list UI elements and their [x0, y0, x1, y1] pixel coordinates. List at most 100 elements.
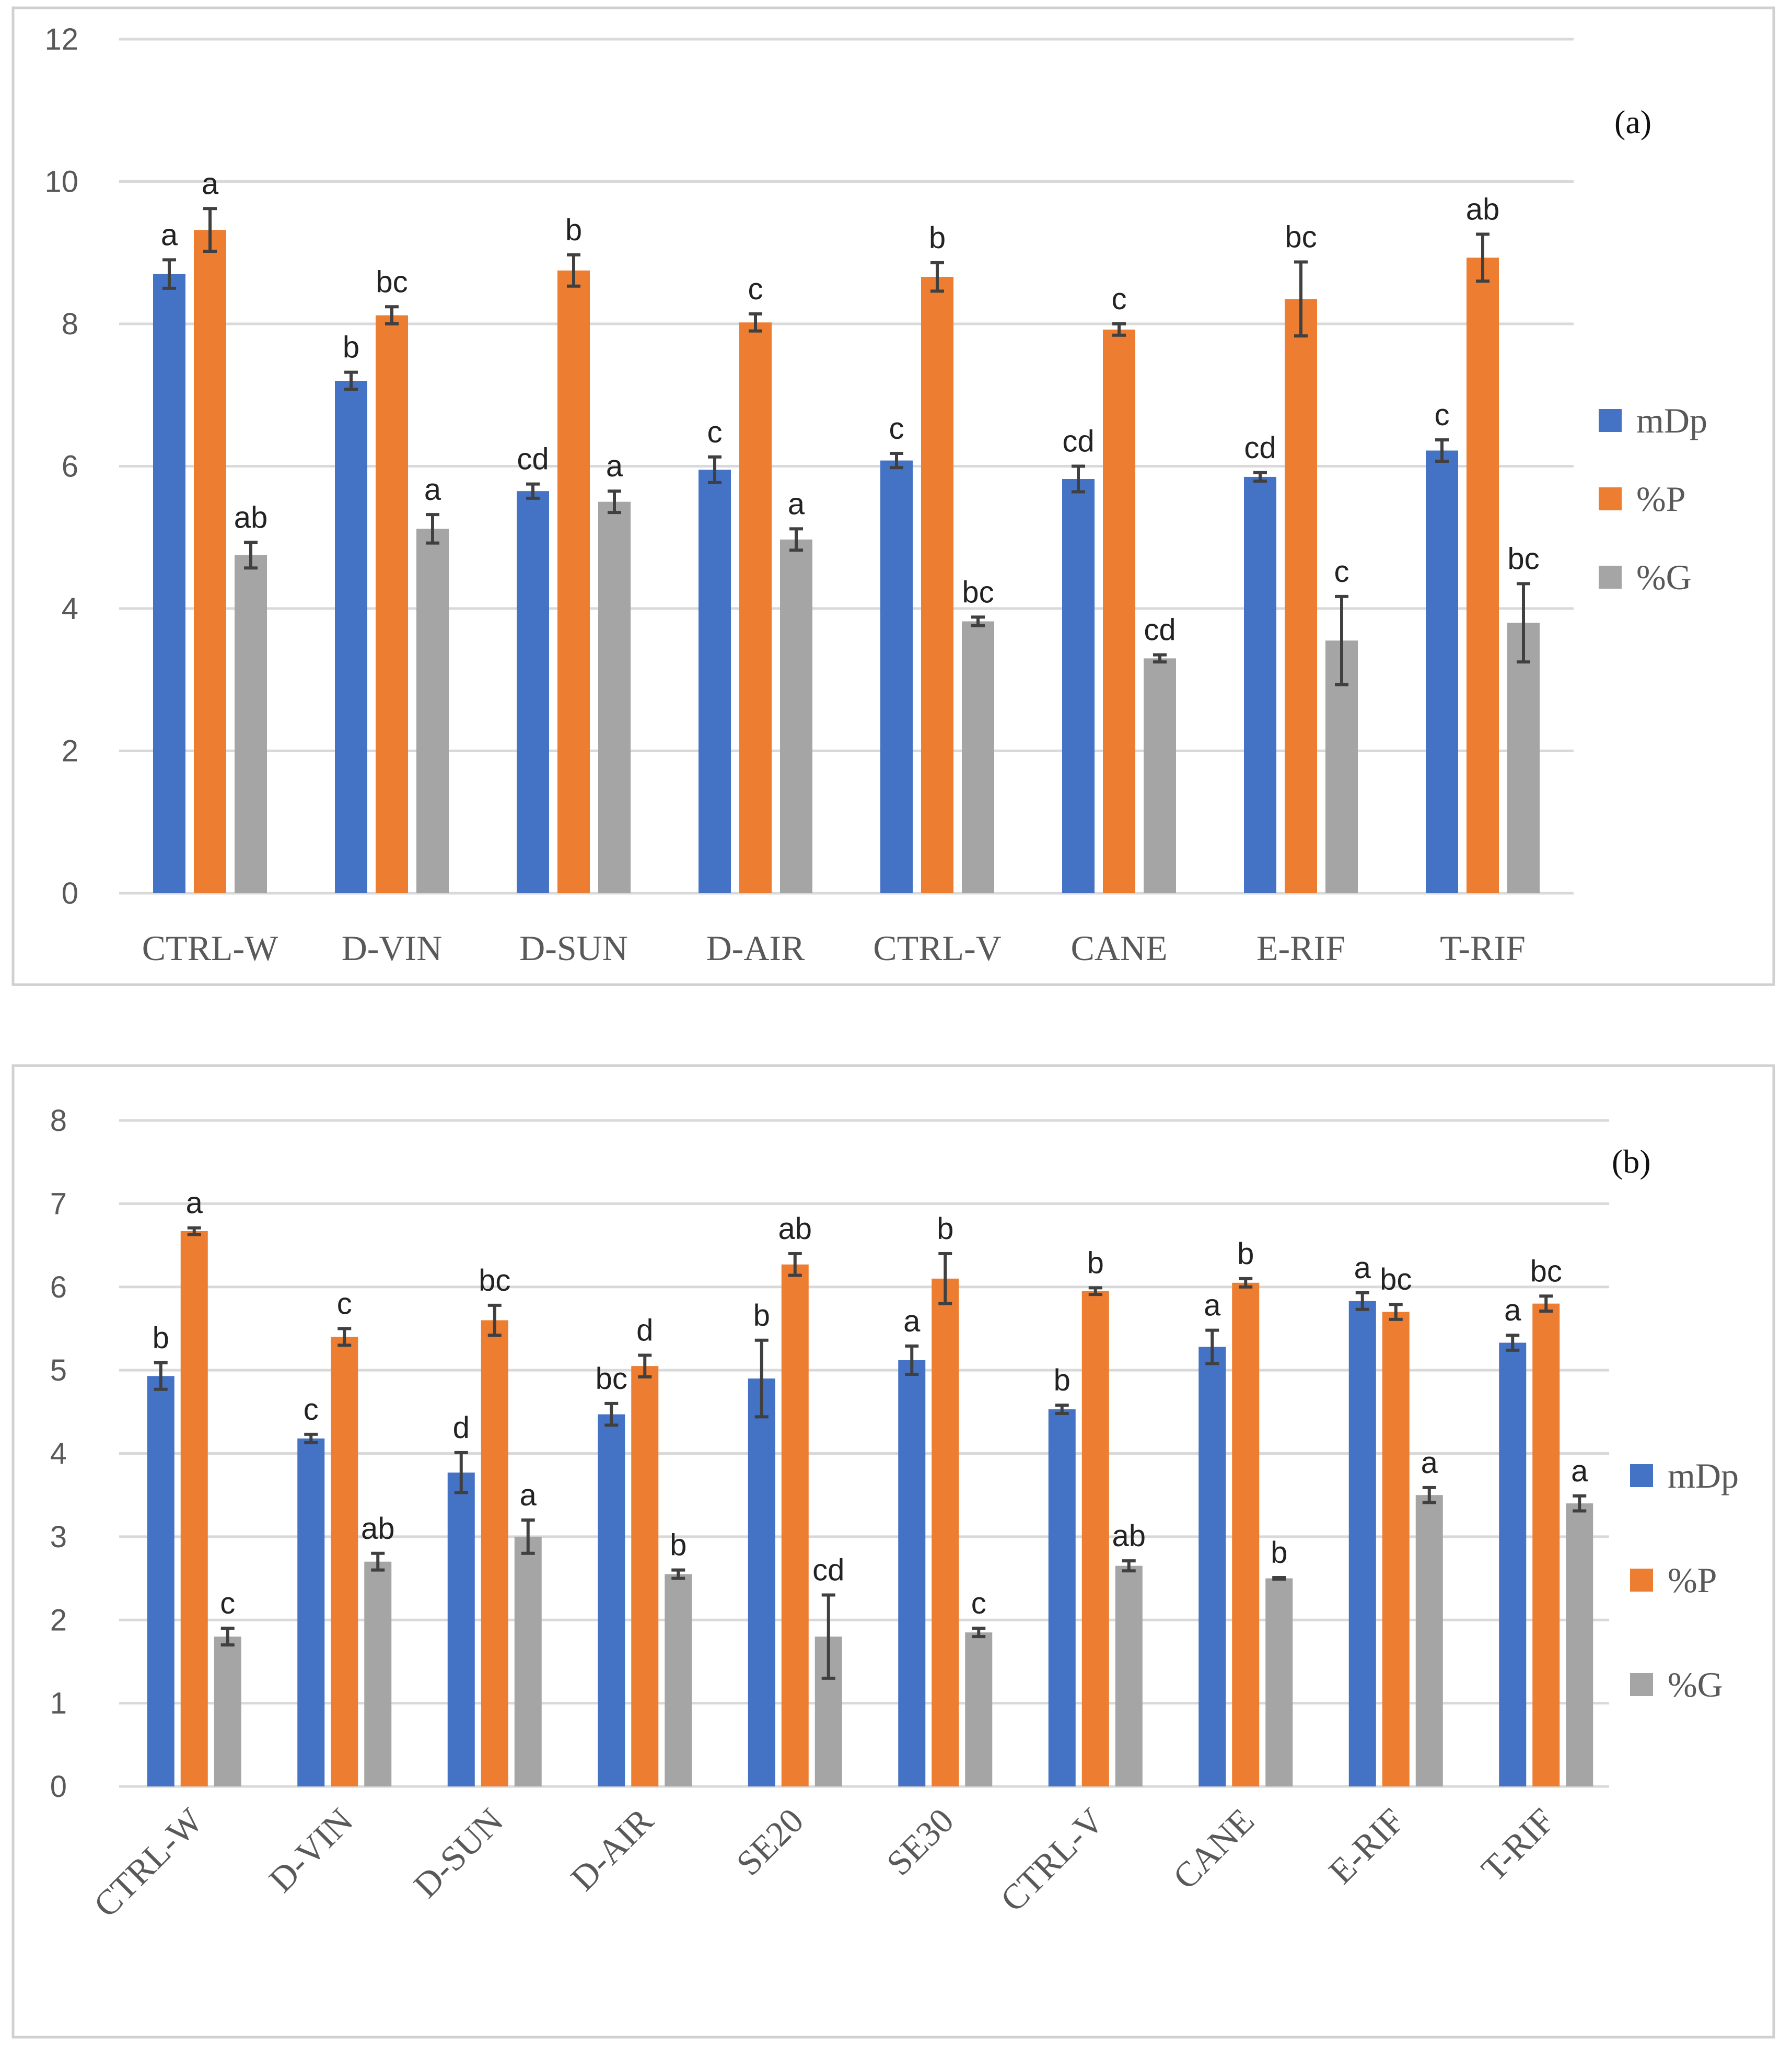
x-category-label: CTRL-W: [142, 928, 278, 968]
significance-letter: b: [1087, 1246, 1104, 1280]
significance-letter: a: [520, 1478, 537, 1512]
significance-letter: c: [748, 272, 763, 306]
legend-label: %G: [1668, 1665, 1723, 1704]
y-tick-label: 8: [62, 307, 78, 341]
bar-pct-G-d-vin: [364, 1561, 392, 1786]
y-tick-label: 10: [44, 165, 78, 199]
significance-letter: bc: [962, 575, 994, 609]
bar-mDp-se30: [898, 1360, 926, 1786]
significance-letter: d: [453, 1411, 470, 1445]
y-tick-label: 7: [50, 1187, 67, 1221]
significance-letter: a: [186, 1186, 203, 1220]
significance-letter: a: [1504, 1293, 1521, 1327]
legend-swatch: [1630, 1464, 1653, 1487]
bar-pct-P-t-rif: [1532, 1303, 1560, 1786]
significance-letter: a: [1421, 1446, 1438, 1480]
bar-pct-G-ctrl-w: [235, 555, 267, 893]
bar-mDp-ctrl-w: [147, 1376, 174, 1786]
x-category-label: CTRL-V: [873, 928, 1002, 968]
significance-letter: cd: [1144, 613, 1176, 647]
significance-letter: ab: [234, 500, 268, 534]
bar-pct-P-e-rif: [1285, 299, 1317, 893]
chart-panel-b: 012345678bacCTRL-WccabD-VINdbcaD-SUNbcdb…: [11, 1064, 1775, 2039]
x-category-label: CANE: [1070, 928, 1167, 968]
bar-pct-G-ctrl-v: [962, 621, 994, 893]
significance-letter: cd: [517, 442, 549, 476]
bar-pct-P-d-vin: [331, 1337, 358, 1786]
bar-pct-G-t-rif: [1566, 1503, 1593, 1786]
bar-pct-G-d-air: [665, 1574, 692, 1786]
bar-pct-G-ctrl-w: [214, 1637, 241, 1786]
significance-letter: ab: [1466, 192, 1500, 226]
legend-label: %P: [1668, 1560, 1717, 1600]
significance-letter: c: [304, 1393, 319, 1427]
significance-letter: a: [424, 473, 441, 507]
bar-mDp-ctrl-w: [153, 274, 185, 893]
y-tick-label: 4: [62, 592, 78, 626]
bar-mDp-e-rif: [1244, 476, 1276, 893]
bar-pct-P-se20: [781, 1264, 809, 1786]
x-category-label: E-RIF: [1256, 928, 1345, 968]
bar-pct-G-t-rif: [1507, 623, 1540, 893]
significance-letter: b: [753, 1299, 770, 1333]
bar-pct-P-t-rif: [1467, 258, 1499, 894]
bar-pct-P-d-sun: [557, 270, 590, 893]
bar-mDp-cane: [1062, 479, 1095, 893]
bar-mDp-d-vin: [297, 1438, 325, 1786]
significance-letter: d: [636, 1313, 653, 1347]
bar-mDp-se20: [748, 1378, 775, 1786]
y-tick-label: 2: [62, 734, 78, 768]
bar-mDp-d-sun: [447, 1473, 475, 1786]
x-category-label: D-SUN: [519, 928, 628, 968]
bar-mDp-t-rif: [1426, 450, 1458, 893]
legend-label: %G: [1636, 557, 1692, 597]
y-tick-label: 6: [50, 1270, 67, 1304]
y-tick-label: 2: [50, 1603, 67, 1637]
x-category-label: D-AIR: [706, 928, 806, 968]
significance-letter: a: [606, 449, 623, 483]
bar-mDp-d-vin: [335, 381, 367, 893]
bar-mDp-ctrl-v: [880, 460, 913, 893]
x-category-label: T-RIF: [1440, 928, 1526, 968]
significance-letter: c: [1435, 398, 1450, 432]
significance-letter: a: [1354, 1251, 1371, 1285]
legend-swatch: [1630, 1569, 1653, 1592]
legend-swatch: [1599, 487, 1622, 510]
bar-pct-P-ctrl-w: [180, 1231, 208, 1786]
significance-letter: b: [1271, 1536, 1287, 1570]
bar-mDp-d-sun: [517, 491, 549, 893]
significance-letter: a: [788, 487, 805, 521]
bar-pct-P-d-air: [631, 1366, 659, 1786]
bar-pct-G-d-air: [780, 539, 812, 893]
legend-label: %P: [1636, 479, 1685, 519]
bar-pct-P-cane: [1103, 329, 1135, 893]
chart-panel-a: 024681012aaabCTRL-WbbcaD-VINcdbaD-SUNcca…: [11, 6, 1775, 986]
y-tick-label: 1: [50, 1687, 67, 1721]
significance-letter: c: [971, 1586, 986, 1620]
bar-pct-G-cane: [1144, 658, 1176, 893]
significance-letter: bc: [1507, 542, 1539, 576]
y-tick-label: 4: [50, 1437, 67, 1471]
significance-letter: ab: [361, 1512, 395, 1546]
significance-letter: bc: [479, 1264, 510, 1298]
bar-pct-P-ctrl-v: [921, 277, 953, 894]
significance-letter: a: [903, 1304, 921, 1338]
significance-letter: b: [343, 331, 359, 365]
bar-mDp-d-air: [699, 470, 731, 893]
significance-letter: b: [565, 213, 582, 247]
bar-pct-P-d-air: [739, 322, 772, 893]
significance-letter: a: [1204, 1289, 1221, 1323]
significance-letter: b: [670, 1528, 686, 1562]
bar-pct-G-d-vin: [416, 529, 449, 893]
significance-letter: bc: [1380, 1263, 1412, 1296]
panel-label: (b): [1612, 1143, 1651, 1180]
bar-pct-P-ctrl-w: [194, 230, 226, 893]
y-tick-label: 3: [50, 1520, 67, 1554]
bar-pct-G-cane: [1265, 1578, 1293, 1786]
significance-letter: b: [1054, 1363, 1070, 1397]
significance-letter: cd: [812, 1553, 844, 1587]
legend-swatch: [1599, 409, 1622, 432]
significance-letter: bc: [376, 265, 408, 299]
y-tick-label: 0: [62, 877, 78, 910]
